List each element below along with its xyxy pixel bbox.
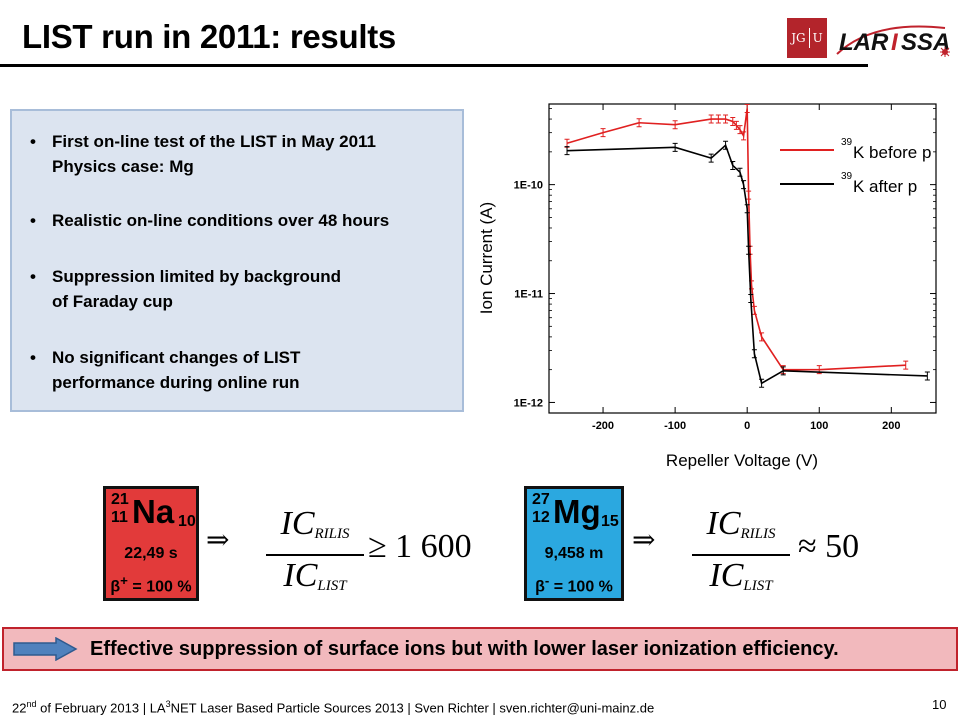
mg-relation: ≈ 50 — [798, 528, 860, 565]
data-point-errorbar — [600, 128, 606, 138]
data-point-errorbar — [744, 104, 750, 114]
data-point-errorbar — [708, 153, 714, 163]
na-mass-number: 21 — [111, 491, 129, 508]
bullet-dot-icon: • — [30, 267, 36, 286]
legend-label-after: K after p — [853, 177, 917, 196]
data-point-errorbar — [780, 366, 786, 376]
y-tick-label: 1E-11 — [514, 289, 543, 301]
na-decay-mode: β+ = 100 % — [110, 573, 192, 596]
na21-nuclide-card: 21 11 Na 10 22,49 s β+ = 100 % — [103, 486, 199, 601]
data-point-errorbar — [672, 142, 678, 152]
title-rule — [0, 64, 868, 67]
data-point-errorbar — [748, 294, 754, 304]
data-point-errorbar — [924, 371, 930, 381]
bullet-item: • No significant changes of LIST perform… — [30, 345, 300, 395]
data-point-errorbar — [741, 131, 747, 141]
data-point-errorbar — [730, 160, 736, 170]
data-point-errorbar — [723, 140, 729, 150]
data-point-errorbar — [903, 360, 909, 370]
y-axis-label: Ion Current (A) — [478, 202, 496, 314]
na-suppression-formula: ICRILIS ICLIST ≥ 1 600 — [266, 506, 472, 596]
data-point-errorbar — [759, 332, 765, 342]
mg-ratio-fraction: ICRILIS ICLIST — [692, 506, 790, 606]
x-tick-label: -200 — [592, 420, 614, 432]
mg-proton-number: 12 — [532, 509, 550, 526]
bullet-item: • Realistic on-line conditions over 48 h… — [30, 208, 389, 233]
conclusion-text: Effective suppression of surface ions bu… — [90, 638, 839, 660]
mg-halflife: 9,458 m — [544, 545, 604, 562]
data-point-errorbar — [746, 245, 752, 255]
bullet-box: • First on-line test of the LIST in May … — [10, 109, 464, 412]
slide-title: LIST run in 2011: results — [22, 18, 396, 55]
svg-text:LAR: LAR — [839, 29, 889, 56]
data-point-errorbar — [751, 305, 757, 315]
data-point-errorbar — [723, 114, 729, 124]
page-number: 10 — [932, 697, 947, 712]
mg27-nuclide-card: 27 12 Mg 15 9,458 m β- = 100 % — [524, 486, 624, 601]
plot-frame — [548, 103, 937, 414]
na-neutron-number: 10 — [178, 513, 196, 530]
mg-symbol: Mg — [553, 493, 601, 530]
svg-text:I: I — [891, 29, 899, 56]
data-point-errorbar — [564, 146, 570, 156]
mg-neutron-number: 15 — [601, 513, 619, 530]
footer-citation: 22nd of February 2013 | LA3NET Laser Bas… — [12, 699, 655, 716]
x-tick-label: 200 — [882, 420, 900, 432]
data-point-errorbar — [672, 120, 678, 130]
data-point-errorbar — [751, 349, 757, 359]
legend-mass-before: 39 — [841, 137, 853, 148]
larissa-logo: LAR I SSA — [836, 25, 950, 57]
mg-decay-mode: β- = 100 % — [535, 573, 613, 596]
mg-suppression-formula: ICRILIS ICLIST ≈ 50 — [692, 506, 859, 596]
jgu-logo: JG U — [787, 18, 827, 58]
right-arrow-icon — [13, 637, 78, 661]
x-axis-label: Repeller Voltage (V) — [666, 451, 818, 470]
y-tick-label: 1E-10 — [514, 180, 543, 192]
y-tick-label: 1E-12 — [514, 397, 543, 409]
data-point-errorbar — [715, 114, 721, 124]
data-point-errorbar — [730, 116, 736, 126]
data-point-errorbar — [741, 180, 747, 190]
ion-current-chart: 1E-12 1E-11 1E-10 -200 -100 0 100 200 39 K bef… — [478, 103, 937, 470]
series-line-1 — [566, 143, 928, 385]
data-point-errorbar — [746, 190, 752, 200]
implies-arrow-icon: ⇒ — [206, 523, 230, 556]
legend-label-before: K before p — [853, 143, 931, 162]
bullet-dot-icon: • — [30, 348, 36, 367]
implies-arrow-icon: ⇒ — [632, 523, 656, 556]
data-point-errorbar — [737, 125, 743, 135]
bullet-dot-icon: • — [30, 132, 36, 151]
na-ratio-fraction: ICRILIS ICLIST — [266, 506, 364, 606]
na-relation: ≥ 1 600 — [368, 528, 472, 565]
data-point-errorbar — [733, 120, 739, 130]
x-tick-label: 100 — [810, 420, 828, 432]
x-tick-label: -100 — [664, 420, 686, 432]
bullet-dot-icon: • — [30, 211, 36, 230]
data-point-errorbar — [737, 167, 743, 177]
mg-mass-number: 27 — [532, 491, 550, 508]
data-point-errorbar — [708, 114, 714, 124]
na-symbol: Na — [132, 493, 175, 530]
data-point-errorbar — [744, 204, 750, 214]
na-halflife: 22,49 s — [124, 545, 178, 562]
bullet-item: • Suppression limited by background of F… — [30, 264, 341, 314]
data-point-errorbar — [636, 118, 642, 128]
data-point-errorbar — [759, 378, 765, 388]
na-proton-number: 11 — [111, 509, 128, 526]
legend-mass-after: 39 — [841, 171, 853, 182]
conclusion-banner: Effective suppression of surface ions bu… — [2, 627, 958, 671]
bullet-item: • First on-line test of the LIST in May … — [30, 129, 376, 179]
x-tick-label: 0 — [744, 420, 750, 432]
